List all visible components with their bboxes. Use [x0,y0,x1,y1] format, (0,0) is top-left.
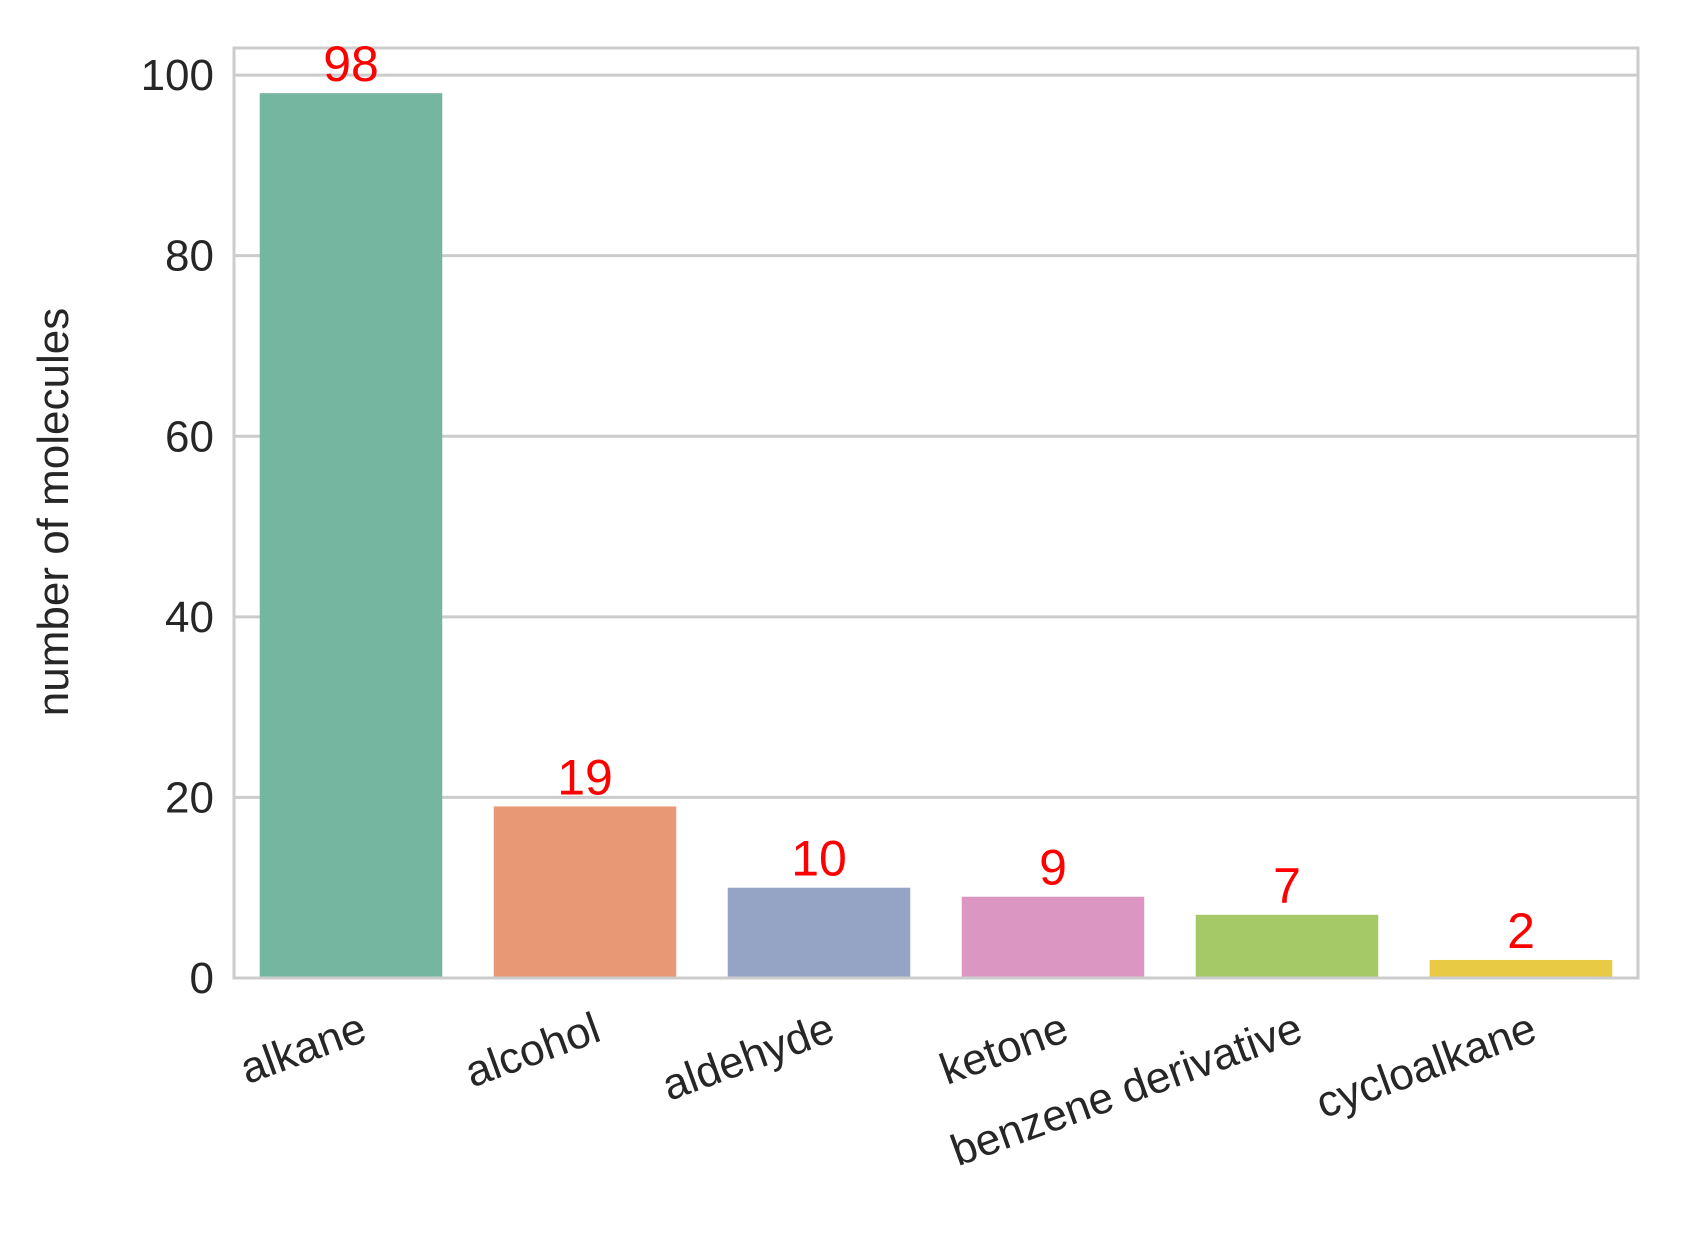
bar-cycloalkane [1429,959,1613,978]
y-tick-label-0: 0 [190,954,214,1003]
y-axis-label: number of molecules [29,308,78,716]
bars [259,93,1613,978]
data-labels: 98 19 10 9 7 2 [323,36,1535,959]
y-tick-labels: 0 20 40 60 80 100 [141,51,214,1003]
bar-alkane [259,93,443,978]
y-tick-label-20: 20 [165,773,214,822]
data-label-cycloalkane: 2 [1507,903,1535,959]
data-label-ketone: 9 [1039,840,1067,896]
data-label-alcohol: 19 [557,749,613,805]
y-tick-label-100: 100 [141,51,214,100]
x-tick-label-alkane: alkane [234,1003,373,1093]
data-label-alkane: 98 [323,36,379,92]
gridlines [234,73,1638,980]
y-tick-label-80: 80 [165,232,214,281]
bar-benzene-derivative [1195,914,1379,978]
bar-alcohol [493,806,677,978]
bar-ketone [961,896,1145,978]
x-tick-label-ketone: ketone [934,1003,1075,1094]
y-tick-label-40: 40 [165,593,214,642]
data-label-benzene-derivative: 7 [1273,858,1301,914]
x-tick-label-aldehyde: aldehyde [656,1003,841,1110]
plot-frame [232,46,1640,980]
data-label-aldehyde: 10 [791,831,847,887]
y-tick-label-60: 60 [165,412,214,461]
x-tick-label-alcohol: alcohol [459,1003,607,1097]
x-tick-label-cycloalkane: cycloalkane [1310,1003,1543,1128]
bar-aldehyde [727,887,911,978]
